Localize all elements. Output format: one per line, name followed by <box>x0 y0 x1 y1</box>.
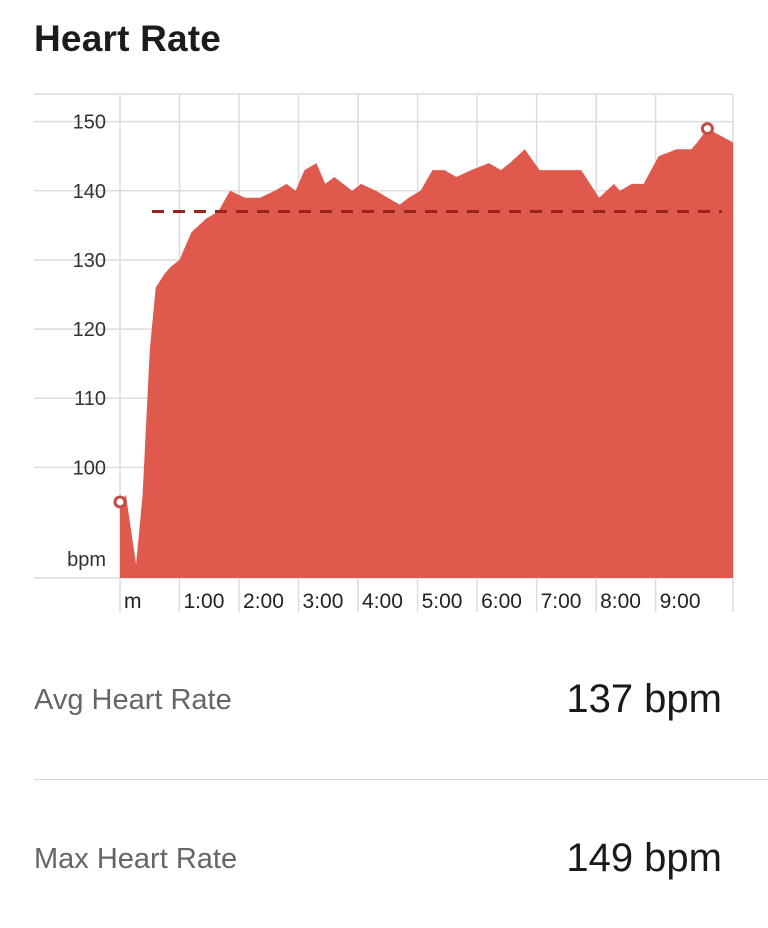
y-axis-label: bpm <box>67 549 106 571</box>
x-axis-ticks: m 1:00 2:00 3:00 4:00 5:00 6:00 7:00 8:00 9:00 <box>124 590 701 613</box>
avg-heart-rate-value: 137 bpm <box>566 677 722 721</box>
y-tick-label: 100 <box>73 457 106 479</box>
x-tick-label: 9:00 <box>660 590 701 613</box>
max-heart-rate-value: 149 bpm <box>566 836 722 880</box>
y-tick-label: 150 <box>73 112 106 134</box>
x-tick-label: 3:00 <box>303 590 344 613</box>
x-tick-label: 8:00 <box>600 590 641 613</box>
endpoint-marker <box>113 495 127 509</box>
y-tick-label: 130 <box>73 250 106 272</box>
divider <box>34 779 768 780</box>
endpoint-marker <box>700 122 714 136</box>
y-tick-label: 120 <box>73 319 106 341</box>
heart-rate-chart: 100 110 120 130 140 150 bpm m 1:00 2:00 3:00 4:00 5… <box>34 93 734 613</box>
x-tick-label: 2:00 <box>243 590 284 613</box>
x-tick-label: 6:00 <box>481 590 522 613</box>
x-tick-label: 1:00 <box>184 590 225 613</box>
heart-rate-area <box>120 128 733 578</box>
chart-markers <box>113 122 714 509</box>
x-tick-label: 7:00 <box>541 590 582 613</box>
x-tick-label: 4:00 <box>362 590 403 613</box>
y-tick-label: 110 <box>74 388 106 410</box>
avg-heart-rate-label: Avg Heart Rate <box>34 684 232 716</box>
x-tick-label: m <box>124 590 142 613</box>
page-title: Heart Rate <box>34 18 222 59</box>
y-tick-label: 140 <box>73 181 106 203</box>
y-axis-ticks: 100 110 120 130 140 150 bpm <box>67 112 106 571</box>
x-tick-label: 5:00 <box>422 590 463 613</box>
max-heart-rate-label: Max Heart Rate <box>34 843 238 875</box>
